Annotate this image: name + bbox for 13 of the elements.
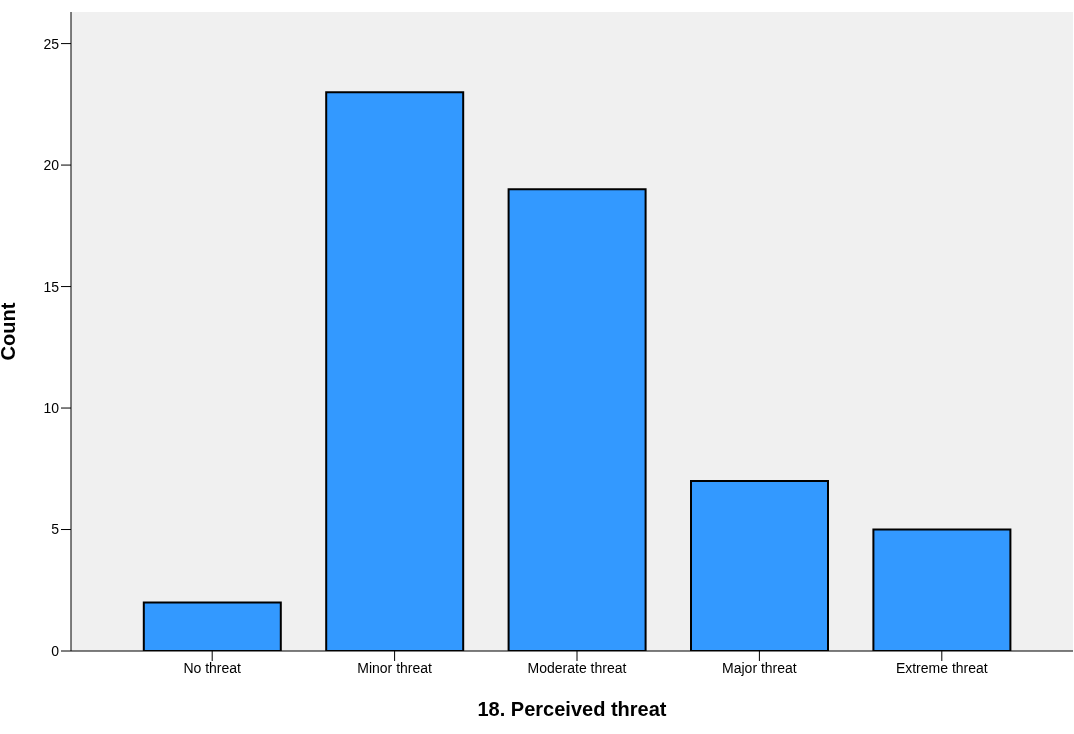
x-tick-label: Extreme threat: [895, 659, 988, 676]
x-tick-label: Moderate threat: [527, 659, 627, 676]
x-tick-label: Major threat: [722, 659, 797, 676]
x-tick-label: Minor threat: [357, 659, 433, 676]
y-tick-label: 25: [43, 35, 60, 52]
y-tick-label: 20: [43, 157, 60, 174]
y-tick-label: 5: [51, 521, 60, 538]
x-tick-label: No threat: [183, 659, 242, 676]
y-tick-label: 0: [51, 642, 60, 659]
y-tick-label: 15: [43, 278, 60, 295]
y-tick-label: 10: [43, 400, 60, 416]
x-axis-title: 18. Perceived threat: [477, 698, 667, 720]
y-axis-title: Count: [0, 302, 20, 361]
